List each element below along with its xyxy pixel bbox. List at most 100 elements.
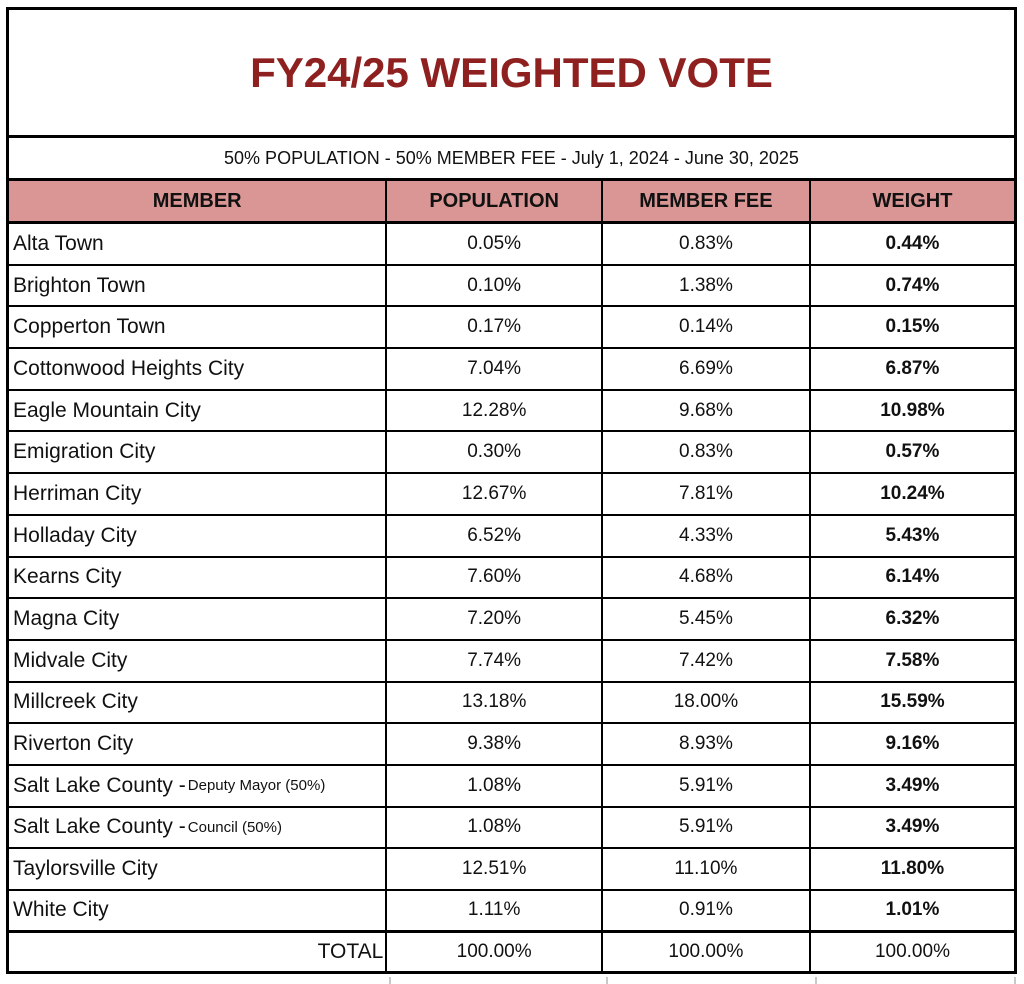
table-row: Kearns City 7.60% 4.68% 6.14%	[9, 557, 1014, 600]
member-name: Midvale City	[13, 648, 128, 672]
weight-cell: 0.15%	[808, 307, 1014, 348]
member-fee-cell: 6.69%	[600, 349, 809, 389]
title-band: FY24/25 WEIGHTED VOTE	[9, 10, 1014, 138]
weight-cell: 1.01%	[808, 891, 1014, 930]
table-header: MEMBER POPULATION MEMBER FEE WEIGHT	[9, 181, 1014, 224]
gridline-stub	[389, 977, 391, 984]
population-cell: 13.18%	[385, 682, 601, 723]
member-cell: Herriman City	[9, 474, 385, 514]
weight-cell: 11.80%	[808, 849, 1014, 889]
member-name: Taylorsville City	[13, 857, 158, 881]
population-cell: 0.30%	[385, 432, 601, 473]
population-cell: 1.08%	[385, 765, 601, 806]
population-cell: 9.38%	[385, 724, 601, 764]
subtitle: 50% POPULATION - 50% MEMBER FEE - July 1…	[9, 138, 1014, 181]
member-fee-cell: 4.68%	[600, 557, 809, 598]
member-name: Kearns City	[13, 565, 122, 589]
member-cell: Midvale City	[9, 641, 385, 681]
member-name: Millcreek City	[13, 690, 138, 714]
population-cell: 1.11%	[385, 891, 601, 930]
population-cell: 7.20%	[385, 599, 601, 639]
member-cell: Emigration City	[9, 432, 385, 472]
table-row: Holladay City 6.52% 4.33% 5.43%	[9, 515, 1014, 558]
table-row: Brighton Town 0.10% 1.38% 0.74%	[9, 265, 1014, 308]
member-cell: Eagle Mountain City	[9, 391, 385, 431]
population-cell: 12.28%	[385, 390, 601, 431]
table-row: Salt Lake County - Council (50%) 1.08% 5…	[9, 807, 1014, 850]
gridline-stub	[815, 977, 817, 984]
weight-cell: 6.14%	[808, 557, 1014, 598]
population-cell: 0.17%	[385, 307, 601, 348]
member-name: White City	[13, 898, 109, 922]
member-fee-cell: 1.38%	[600, 265, 809, 306]
member-cell: Salt Lake County - Council (50%)	[9, 808, 385, 848]
member-fee-cell: 0.91%	[600, 891, 809, 930]
member-fee-cell: 0.83%	[600, 432, 809, 473]
weight-cell: 10.98%	[808, 390, 1014, 431]
member-name: Holladay City	[13, 523, 137, 547]
member-cell: Riverton City	[9, 724, 385, 764]
member-fee-cell: 5.91%	[600, 765, 809, 806]
weight-cell: 9.16%	[808, 724, 1014, 764]
member-cell: Copperton Town	[9, 307, 385, 347]
total-member-fee: 100.00%	[600, 932, 809, 971]
weight-cell: 3.49%	[808, 807, 1014, 848]
table-row: White City 1.11% 0.91% 1.01%	[9, 891, 1014, 933]
table-row: Riverton City 9.38% 8.93% 9.16%	[9, 724, 1014, 766]
total-label: TOTAL	[317, 939, 384, 963]
gridline-stub	[1014, 977, 1016, 984]
member-fee-cell: 4.33%	[600, 515, 809, 556]
member-name: Alta Town	[13, 231, 104, 255]
member-cell: Taylorsville City	[9, 849, 385, 889]
population-cell: 0.05%	[385, 224, 601, 264]
weight-cell: 10.24%	[808, 474, 1014, 514]
member-name: Cottonwood Heights City	[13, 356, 245, 380]
member-cell: Alta Town	[9, 224, 385, 264]
gridline-stub	[606, 977, 608, 984]
weight-cell: 15.59%	[808, 682, 1014, 723]
population-cell: 12.51%	[385, 849, 601, 889]
member-name-suffix: Council (50%)	[187, 818, 282, 836]
member-name: Salt Lake County -	[13, 815, 186, 839]
table-row: Millcreek City 13.18% 18.00% 15.59%	[9, 682, 1014, 725]
population-cell: 0.10%	[385, 265, 601, 306]
member-name: Herriman City	[13, 481, 142, 505]
population-cell: 7.60%	[385, 557, 601, 598]
population-cell: 7.04%	[385, 349, 601, 389]
population-cell: 1.08%	[385, 807, 601, 848]
weight-cell: 0.57%	[808, 432, 1014, 473]
member-fee-cell: 0.83%	[600, 224, 809, 264]
member-cell: Holladay City	[9, 516, 385, 556]
member-name: Magna City	[13, 607, 120, 631]
weight-cell: 6.87%	[808, 349, 1014, 389]
member-name-suffix: Deputy Mayor (50%)	[187, 777, 326, 795]
column-header-member-fee: MEMBER FEE	[600, 181, 809, 221]
column-header-population: POPULATION	[385, 181, 601, 221]
member-fee-cell: 5.45%	[600, 599, 809, 639]
table-row: Copperton Town 0.17% 0.14% 0.15%	[9, 307, 1014, 350]
member-fee-cell: 7.81%	[600, 474, 809, 514]
member-fee-cell: 8.93%	[600, 724, 809, 764]
weight-cell: 3.49%	[808, 765, 1014, 806]
weight-cell: 0.74%	[808, 265, 1014, 306]
member-fee-cell: 18.00%	[600, 682, 809, 723]
member-name: Copperton Town	[13, 315, 166, 339]
member-cell: White City	[9, 891, 385, 930]
member-name: Brighton Town	[13, 273, 146, 297]
population-cell: 12.67%	[385, 474, 601, 514]
total-weight: 100.00%	[808, 932, 1014, 971]
table-row: Herriman City 12.67% 7.81% 10.24%	[9, 474, 1014, 516]
member-fee-cell: 11.10%	[600, 849, 809, 889]
member-cell: Brighton Town	[9, 266, 385, 306]
table-row: Salt Lake County - Deputy Mayor (50%) 1.…	[9, 765, 1014, 808]
member-cell: Magna City	[9, 599, 385, 639]
member-name: Salt Lake County -	[13, 773, 186, 797]
weight-cell: 6.32%	[808, 599, 1014, 639]
member-fee-cell: 9.68%	[600, 390, 809, 431]
table-body: Alta Town 0.05% 0.83% 0.44% Brighton Tow…	[9, 224, 1014, 933]
weight-cell: 7.58%	[808, 640, 1014, 681]
member-fee-cell: 0.14%	[600, 307, 809, 348]
weight-cell: 0.44%	[808, 224, 1014, 264]
member-name: Riverton City	[13, 732, 134, 756]
member-cell: Cottonwood Heights City	[9, 349, 385, 389]
